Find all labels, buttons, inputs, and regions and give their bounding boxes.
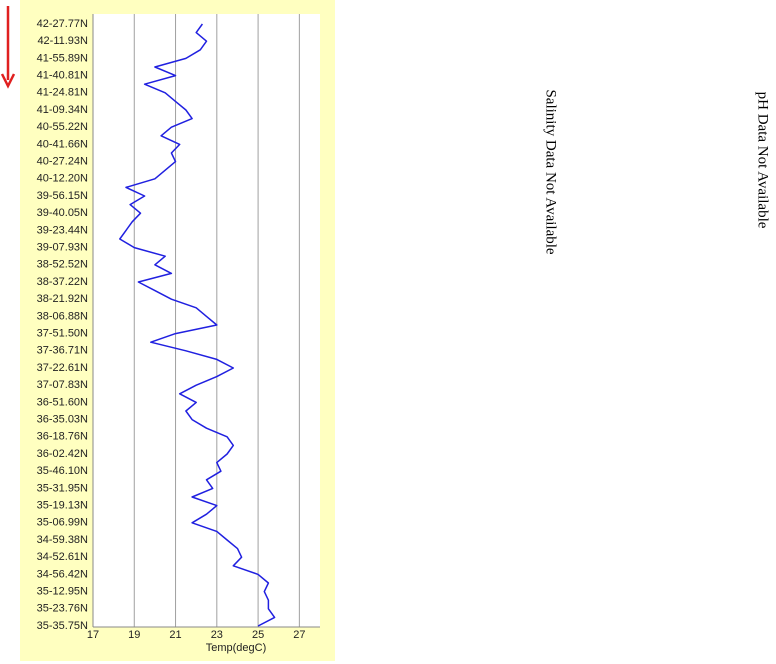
y-tick-label: 34-52.61N [37,551,88,563]
y-tick-label: 34-59.38N [37,534,88,546]
y-tick-label: 38-21.92N [37,293,88,305]
y-tick-label: 38-37.22N [37,276,88,288]
y-tick-label: 35-35.75N [37,620,88,632]
y-tick-label: 39-56.15N [37,190,88,202]
x-tick-label: 19 [128,629,140,641]
y-tick-label: 39-40.05N [37,207,88,219]
x-tick-label: 21 [169,629,181,641]
x-tick-label: 17 [87,629,99,641]
y-tick-label: 36-02.42N [37,448,88,460]
y-tick-label: 36-51.60N [37,396,88,408]
y-tick-label: 34-56.42N [37,568,88,580]
y-tick-label: 38-52.52N [37,259,88,271]
y-tick-label: 41-40.81N [37,70,88,82]
y-tick-label: 41-55.89N [37,52,88,64]
y-tick-label: 42-11.93N [37,35,88,47]
y-tick-label: 40-27.24N [37,156,88,168]
y-tick-label: 37-22.61N [37,362,88,374]
y-tick-label: 36-35.03N [37,414,88,426]
y-tick-label: 36-18.76N [37,431,88,443]
y-tick-label: 39-07.93N [37,242,88,254]
y-tick-label: 39-23.44N [37,224,88,236]
y-tick-label: 42-27.77N [37,18,88,30]
y-tick-label: 35-31.95N [37,482,88,494]
y-tick-label: 37-07.83N [37,379,88,391]
y-tick-label: 35-06.99N [37,517,88,529]
plot-area [93,14,320,627]
data-line [119,23,276,627]
x-tick-label: 23 [211,629,223,641]
y-tick-label: 37-51.50N [37,328,88,340]
annotation: pH Data Not Available [755,92,771,229]
y-tick-label: 38-06.88N [37,310,88,322]
y-tick-label: 40-41.66N [37,138,88,150]
y-tick-label: 37-36.71N [37,345,88,357]
y-tick-label: 40-12.20N [37,173,88,185]
y-tick-label: 41-24.81N [37,87,88,99]
x-axis-label: Temp(degC) [206,642,267,654]
scroll-arrow-head [0,73,16,89]
y-tick-label: 35-19.13N [37,500,88,512]
x-tick-label: 25 [252,629,264,641]
annotation: Salinity Data Not Available [543,89,559,254]
y-tick-label: 41-09.34N [37,104,88,116]
y-tick-label: 35-23.76N [37,603,88,615]
y-tick-label: 35-46.10N [37,465,88,477]
x-tick-label: 27 [293,629,305,641]
y-tick-label: 40-55.22N [37,121,88,133]
y-tick-label: 35-12.95N [37,586,88,598]
